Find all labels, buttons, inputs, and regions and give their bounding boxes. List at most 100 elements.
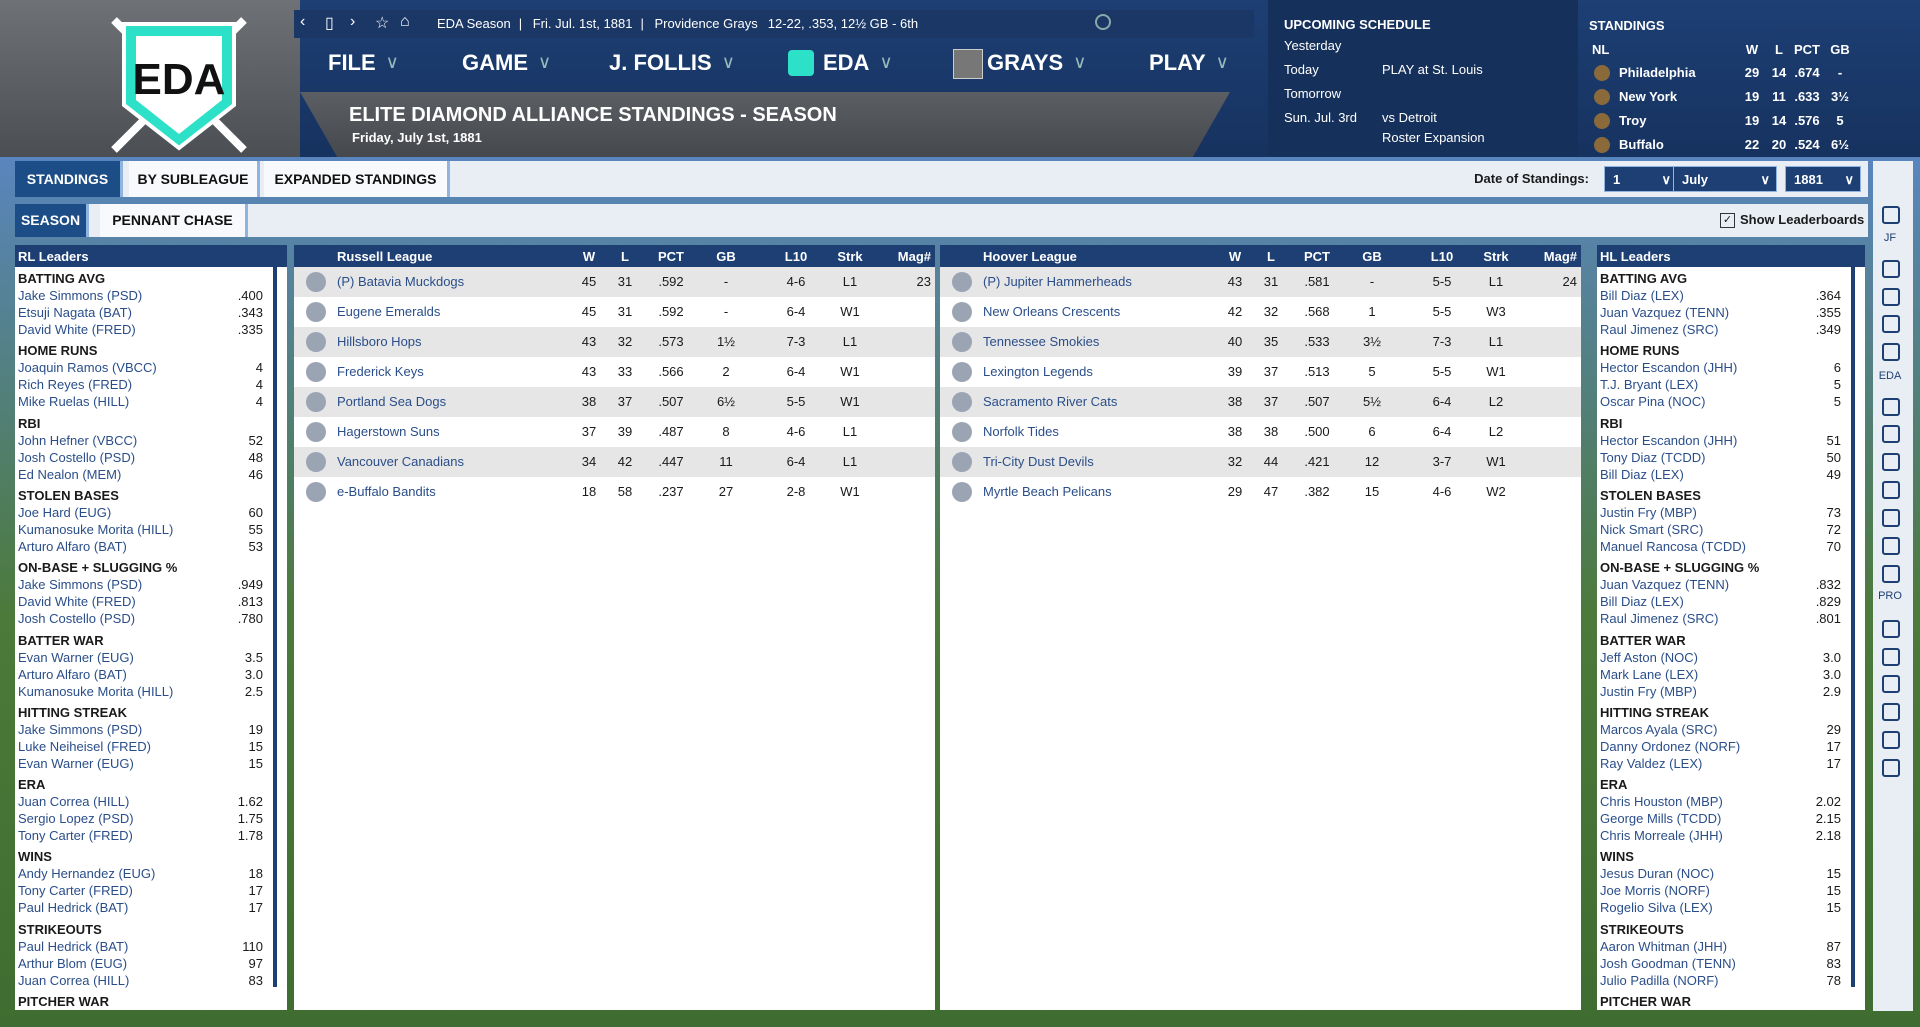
sidebar-icon[interactable]: [1882, 703, 1900, 721]
leader-name[interactable]: Juan Vazquez (TENN): [1600, 305, 1730, 320]
team-name[interactable]: Tennessee Smokies: [983, 334, 1100, 349]
sidebar-icon[interactable]: [1882, 288, 1900, 306]
schedule-event[interactable]: PLAY at St. Louis: [1382, 62, 1483, 77]
leader-name[interactable]: Josh Goodman (TENN): [1600, 955, 1736, 971]
menu-item[interactable]: PLAY: [1149, 50, 1206, 75]
menu-item[interactable]: EDA: [823, 50, 870, 75]
leader-name[interactable]: Rich Reyes (FRED): [18, 377, 133, 393]
leader-name[interactable]: Etsuji Nagata (BAT): [18, 305, 132, 320]
leader-name[interactable]: Joaquin Ramos (VBCC): [18, 360, 157, 376]
sidebar-icon[interactable]: [1882, 509, 1900, 527]
date-select[interactable]: 1881 ∨: [1785, 166, 1861, 192]
leader-name[interactable]: Luke Neiheisel (FRED): [18, 738, 151, 754]
leader-name[interactable]: Oscar Pina (NOC): [1600, 394, 1706, 410]
sidebar-icon[interactable]: [1882, 675, 1900, 693]
leader-name[interactable]: Hector Escandon (JHH): [1600, 360, 1738, 376]
mini-team-name[interactable]: Philadelphia: [1619, 65, 1696, 80]
leader-name[interactable]: Aaron Whitman (JHH): [1600, 938, 1728, 954]
leader-name[interactable]: Raul Jimenez (SRC): [1600, 322, 1719, 337]
leader-name[interactable]: Jeff Aston (NOC): [1600, 649, 1699, 665]
nav-icon[interactable]: ▯: [325, 15, 334, 32]
leader-name[interactable]: Manuel Rancosa (TCDD): [1600, 538, 1746, 554]
tab[interactable]: STANDINGS: [15, 161, 123, 197]
leader-name[interactable]: Danny Ordonez (NORF): [1600, 738, 1741, 754]
leader-name[interactable]: Juan Vazquez (TENN): [1600, 577, 1730, 593]
leader-name[interactable]: Bill Diaz (LEX): [1600, 288, 1684, 303]
team-name[interactable]: Eugene Emeralds: [337, 304, 441, 319]
nav-icon[interactable]: ⌂: [400, 13, 410, 30]
leader-name[interactable]: Jake Simmons (PSD): [18, 288, 143, 303]
schedule-event[interactable]: Roster Expansion: [1382, 130, 1485, 145]
leader-name[interactable]: Evan Warner (EUG): [18, 649, 134, 665]
leader-name[interactable]: Arturo Alfaro (BAT): [18, 538, 127, 554]
sidebar-icon[interactable]: [1882, 759, 1900, 777]
leader-name[interactable]: Paul Hedrick (BAT): [18, 900, 129, 916]
leaderboard-checkbox[interactable]: ✓: [1720, 213, 1735, 228]
leader-name[interactable]: Bill Diaz (LEX): [1600, 594, 1684, 610]
menu-item[interactable]: FILE: [328, 50, 376, 75]
leader-name[interactable]: Joe Morris (NORF): [1600, 883, 1710, 899]
leader-name[interactable]: Paul Hedrick (BAT): [18, 938, 129, 954]
leader-name[interactable]: Sergio Lopez (PSD): [18, 811, 134, 827]
tab[interactable]: BY SUBLEAGUE: [129, 161, 260, 197]
leader-name[interactable]: John Hefner (VBCC): [18, 432, 138, 448]
sidebar-icon[interactable]: [1882, 260, 1900, 278]
date-select[interactable]: 1 ∨: [1604, 166, 1678, 192]
subtab[interactable]: SEASON: [15, 204, 89, 237]
leader-name[interactable]: Rogelio Silva (LEX): [1600, 900, 1713, 916]
leader-name[interactable]: Tony Carter (FRED): [18, 883, 133, 899]
leader-name[interactable]: Evan Warner (EUG): [18, 755, 134, 771]
leader-name[interactable]: Mike Ruelas (HILL): [18, 394, 130, 410]
team-name[interactable]: Hagerstown Suns: [337, 424, 440, 439]
sidebar-icon[interactable]: [1882, 620, 1900, 638]
sidebar-icon[interactable]: [1882, 315, 1900, 333]
team-name[interactable]: New Orleans Crescents: [983, 304, 1121, 319]
leader-name[interactable]: Chris Houston (MBP): [1600, 794, 1723, 810]
leader-name[interactable]: Kumanosuke Morita (HILL): [18, 683, 174, 699]
team-name[interactable]: Portland Sea Dogs: [337, 394, 447, 409]
sidebar-icon[interactable]: [1882, 648, 1900, 666]
leader-name[interactable]: Marcos Ayala (SRC): [1600, 721, 1718, 737]
leader-name[interactable]: Jake Simmons (PSD): [18, 721, 143, 737]
leader-name[interactable]: Justin Fry (MBP): [1600, 504, 1697, 520]
sidebar-icon[interactable]: [1882, 206, 1900, 224]
menu-item[interactable]: GAME: [462, 50, 528, 75]
mini-team-name[interactable]: New York: [1619, 89, 1678, 104]
sidebar-icon[interactable]: [1882, 481, 1900, 499]
menu-item[interactable]: J. FOLLIS: [609, 50, 712, 75]
team-name[interactable]: e-Buffalo Bandits: [337, 484, 436, 499]
sidebar-icon[interactable]: [1882, 731, 1900, 749]
leader-name[interactable]: Jesus Duran (NOC): [1600, 866, 1715, 882]
team-name[interactable]: (P) Batavia Muckdogs: [337, 274, 465, 289]
search-icon[interactable]: [1095, 14, 1111, 30]
leader-name[interactable]: Ed Nealon (MEM): [18, 466, 122, 482]
leader-name[interactable]: Joe Hard (EUG): [18, 504, 112, 520]
leader-name[interactable]: Raul Jimenez (SRC): [1600, 611, 1719, 627]
leader-name[interactable]: Hector Escandon (JHH): [1600, 432, 1738, 448]
leader-name[interactable]: Bill Diaz (LEX): [1600, 466, 1684, 482]
sidebar-icon[interactable]: [1882, 398, 1900, 416]
nav-icon[interactable]: ‹: [300, 13, 306, 30]
tab[interactable]: EXPANDED STANDINGS: [264, 161, 450, 197]
sidebar-icon[interactable]: [1882, 343, 1900, 361]
team-name[interactable]: (P) Jupiter Hammerheads: [983, 274, 1132, 289]
schedule-event[interactable]: vs Detroit: [1382, 110, 1437, 125]
sidebar-icon[interactable]: [1882, 565, 1900, 583]
leader-name[interactable]: Arturo Alfaro (BAT): [18, 666, 127, 682]
leader-name[interactable]: Julio Padilla (NORF): [1600, 972, 1719, 988]
team-name[interactable]: Frederick Keys: [337, 364, 424, 379]
sidebar-icon[interactable]: [1882, 425, 1900, 443]
team-name[interactable]: Norfolk Tides: [983, 424, 1059, 439]
leader-name[interactable]: Mark Lane (LEX): [1600, 666, 1699, 682]
leader-name[interactable]: Justin Fry (MBP): [1600, 683, 1697, 699]
leader-name[interactable]: T.J. Bryant (LEX): [1600, 377, 1699, 393]
team-name[interactable]: Tri-City Dust Devils: [983, 454, 1094, 469]
leader-name[interactable]: Ray Valdez (LEX): [1600, 755, 1703, 771]
leader-name[interactable]: Arthur Blom (EUG): [18, 955, 128, 971]
date-select[interactable]: July ∨: [1673, 166, 1777, 192]
team-name[interactable]: Sacramento River Cats: [983, 394, 1118, 409]
leader-name[interactable]: Josh Costello (PSD): [18, 611, 136, 627]
leader-name[interactable]: Nick Smart (SRC): [1600, 521, 1704, 537]
team-name[interactable]: Vancouver Canadians: [337, 454, 464, 469]
leader-name[interactable]: Kumanosuke Morita (HILL): [18, 521, 174, 537]
